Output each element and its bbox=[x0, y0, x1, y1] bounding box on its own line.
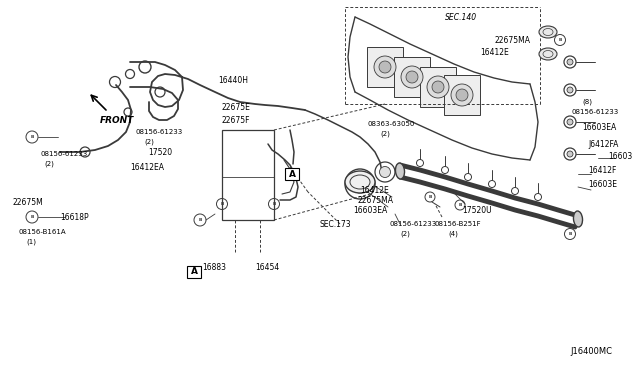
Ellipse shape bbox=[539, 48, 557, 60]
Bar bbox=[444, 75, 480, 115]
Text: B: B bbox=[458, 203, 461, 207]
Text: 08156-61233: 08156-61233 bbox=[40, 151, 87, 157]
Text: 16454: 16454 bbox=[255, 263, 279, 273]
Text: 16440H: 16440H bbox=[218, 76, 248, 84]
Bar bbox=[367, 47, 403, 87]
Text: (2): (2) bbox=[44, 161, 54, 167]
Text: 16883: 16883 bbox=[202, 263, 226, 273]
Text: 08363-63050: 08363-63050 bbox=[368, 121, 415, 127]
Bar bbox=[394, 57, 430, 97]
Text: 08156-61233: 08156-61233 bbox=[136, 129, 183, 135]
Text: 08156-B251F: 08156-B251F bbox=[435, 221, 482, 227]
Text: 16603EA: 16603EA bbox=[582, 122, 616, 131]
Bar bbox=[420, 67, 456, 107]
Circle shape bbox=[380, 167, 390, 177]
Text: B: B bbox=[198, 218, 202, 222]
Ellipse shape bbox=[573, 211, 582, 227]
Bar bbox=[222, 130, 274, 220]
Text: (2): (2) bbox=[400, 231, 410, 237]
Text: (4): (4) bbox=[448, 231, 458, 237]
Text: J16400MC: J16400MC bbox=[570, 347, 612, 356]
Text: 22675MA: 22675MA bbox=[358, 196, 394, 205]
Text: (2): (2) bbox=[144, 139, 154, 145]
Text: A: A bbox=[289, 170, 296, 179]
Text: 17520: 17520 bbox=[148, 148, 172, 157]
Text: (1): (1) bbox=[26, 239, 36, 245]
Circle shape bbox=[401, 66, 423, 88]
Text: A: A bbox=[191, 267, 198, 276]
Ellipse shape bbox=[539, 26, 557, 38]
Text: B: B bbox=[30, 135, 34, 139]
Text: B: B bbox=[272, 202, 276, 206]
Text: B: B bbox=[428, 195, 432, 199]
Text: 08156-61233: 08156-61233 bbox=[572, 109, 620, 115]
Ellipse shape bbox=[345, 171, 375, 193]
Text: 17520U: 17520U bbox=[462, 205, 492, 215]
Bar bbox=[188, 266, 200, 278]
Text: 16412EA: 16412EA bbox=[130, 163, 164, 171]
Text: 16603E: 16603E bbox=[588, 180, 617, 189]
Circle shape bbox=[567, 59, 573, 65]
Text: 16618P: 16618P bbox=[60, 212, 88, 221]
Text: 22675E: 22675E bbox=[222, 103, 251, 112]
Circle shape bbox=[379, 61, 391, 73]
Text: B: B bbox=[30, 215, 34, 219]
Circle shape bbox=[567, 87, 573, 93]
Text: B: B bbox=[220, 202, 224, 206]
Ellipse shape bbox=[396, 163, 404, 179]
Text: 16412F: 16412F bbox=[588, 166, 616, 174]
Circle shape bbox=[456, 89, 468, 101]
Text: SEC.140: SEC.140 bbox=[445, 13, 477, 22]
Circle shape bbox=[451, 84, 473, 106]
Text: 16603: 16603 bbox=[608, 151, 632, 160]
Circle shape bbox=[427, 76, 449, 98]
Text: 16412E: 16412E bbox=[480, 48, 509, 57]
Text: SEC.173: SEC.173 bbox=[320, 219, 351, 228]
Text: 22675F: 22675F bbox=[222, 115, 250, 125]
Text: 16603EA: 16603EA bbox=[353, 205, 387, 215]
Circle shape bbox=[432, 81, 444, 93]
Text: B: B bbox=[568, 232, 572, 236]
Text: (2): (2) bbox=[380, 131, 390, 137]
Text: J6412FA: J6412FA bbox=[588, 140, 618, 148]
Text: 16412E: 16412E bbox=[360, 186, 388, 195]
Text: 08156-B161A: 08156-B161A bbox=[18, 229, 66, 235]
Text: FRONT: FRONT bbox=[100, 115, 134, 125]
Text: 22675MA: 22675MA bbox=[495, 35, 531, 45]
Text: 08156-61233: 08156-61233 bbox=[390, 221, 437, 227]
Bar bbox=[285, 168, 299, 180]
Circle shape bbox=[374, 56, 396, 78]
Circle shape bbox=[406, 71, 418, 83]
Text: B: B bbox=[558, 38, 562, 42]
Text: (8): (8) bbox=[582, 99, 592, 105]
Circle shape bbox=[567, 151, 573, 157]
Circle shape bbox=[351, 175, 369, 193]
Circle shape bbox=[567, 119, 573, 125]
Text: 22675M: 22675M bbox=[12, 198, 43, 206]
